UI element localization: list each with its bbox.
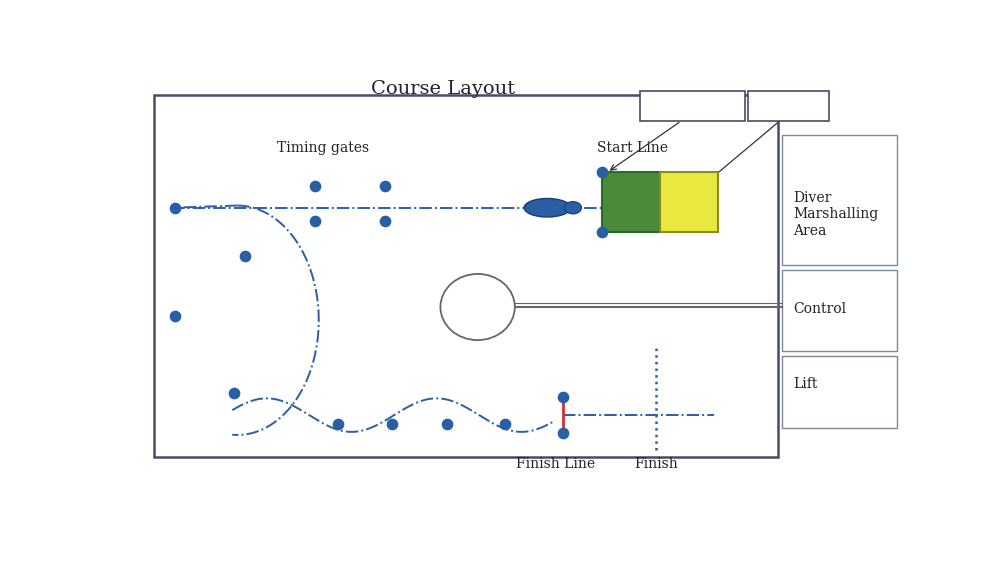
Point: [307, 217, 323, 226]
Text: Diver
Marshalling
Area: Diver Marshalling Area: [793, 191, 878, 238]
Point: [167, 311, 183, 320]
Bar: [782, 269, 897, 351]
Point: [439, 419, 455, 429]
Point: [330, 419, 346, 429]
Text: Finish Line: Finish Line: [516, 457, 595, 470]
Point: [226, 388, 242, 398]
Text: Timing gates: Timing gates: [277, 141, 369, 155]
Point: [555, 393, 571, 402]
Point: [377, 181, 393, 190]
Point: [377, 217, 393, 226]
Ellipse shape: [440, 274, 515, 340]
Point: [237, 252, 253, 261]
Text: Set box: Set box: [760, 99, 817, 113]
Ellipse shape: [564, 202, 581, 214]
Text: Lift: Lift: [793, 377, 817, 391]
Text: Start box: Start box: [657, 99, 729, 113]
Bar: [640, 91, 745, 121]
Text: Finish: Finish: [634, 457, 678, 470]
Point: [594, 227, 610, 237]
Point: [555, 428, 571, 437]
Bar: [782, 355, 897, 429]
Bar: [660, 172, 718, 232]
Text: Course Layout: Course Layout: [371, 80, 515, 97]
Ellipse shape: [524, 198, 571, 217]
Point: [307, 181, 323, 190]
Point: [594, 168, 610, 177]
Bar: [748, 91, 829, 121]
Bar: [782, 135, 897, 265]
Text: Control: Control: [793, 302, 846, 316]
Point: [497, 419, 513, 429]
Point: [167, 203, 183, 213]
Text: Start Line: Start Line: [597, 141, 668, 155]
Bar: [154, 95, 778, 457]
Point: [384, 419, 400, 429]
Bar: [602, 172, 660, 232]
